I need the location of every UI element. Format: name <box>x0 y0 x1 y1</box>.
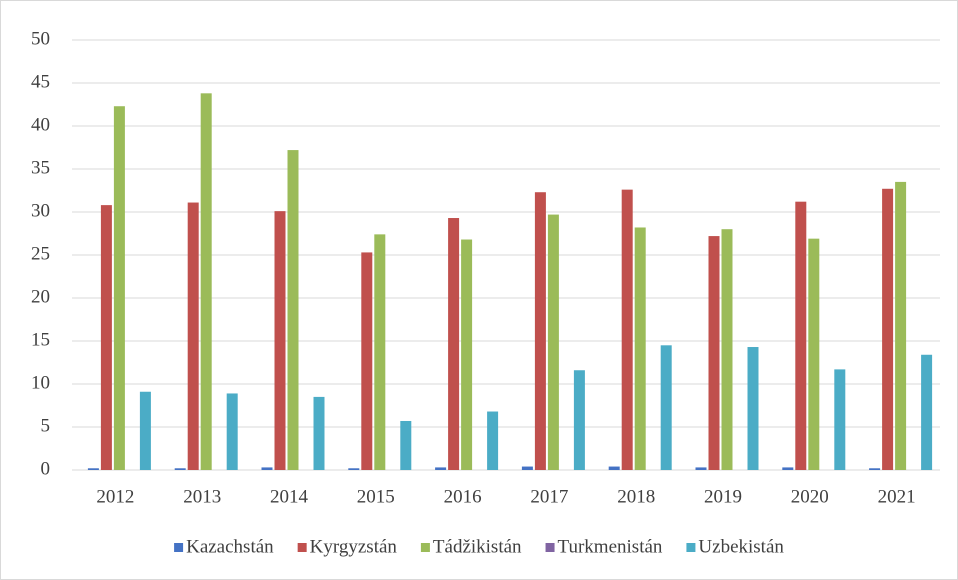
bar <box>808 238 820 470</box>
y-tick-label: 15 <box>31 329 50 350</box>
legend-label: Kyrgyzstán <box>310 536 398 557</box>
x-tick-label: 2021 <box>878 486 916 507</box>
bar <box>721 229 733 470</box>
bar <box>521 466 533 470</box>
x-tick-label: 2014 <box>270 486 309 507</box>
legend-swatch <box>545 543 555 552</box>
bar <box>113 106 125 470</box>
bar <box>274 211 286 470</box>
y-tick-label: 0 <box>41 458 51 479</box>
bar <box>869 468 881 470</box>
bar <box>287 150 299 470</box>
legend-swatch <box>686 543 696 552</box>
bar <box>882 188 894 470</box>
y-tick-label: 40 <box>31 114 50 135</box>
bar <box>747 347 759 470</box>
y-tick-label: 10 <box>31 372 50 393</box>
bar <box>261 467 273 470</box>
legend-label: Uzbekistán <box>698 536 784 557</box>
y-tick-label: 25 <box>31 243 50 264</box>
bar <box>174 468 186 470</box>
bar <box>348 468 360 470</box>
bar <box>921 354 933 470</box>
bar <box>435 467 447 470</box>
legend-label: Turkmenistán <box>558 536 663 557</box>
bar <box>634 227 646 470</box>
bar <box>448 218 460 470</box>
bar <box>226 393 238 470</box>
legend-swatch <box>174 543 184 552</box>
bar <box>139 391 151 470</box>
bar <box>573 370 585 470</box>
bar <box>782 467 794 470</box>
bar <box>100 205 112 470</box>
bar <box>313 396 325 470</box>
bar <box>621 189 633 470</box>
y-tick-label: 45 <box>31 71 50 92</box>
x-tick-label: 2020 <box>791 486 829 507</box>
x-tick-label: 2013 <box>183 486 221 507</box>
legend-label: Kazachstán <box>186 536 274 557</box>
bar <box>834 369 846 470</box>
bar <box>361 252 373 470</box>
x-tick-label: 2015 <box>357 486 395 507</box>
y-tick-label: 50 <box>31 28 50 49</box>
x-tick-label: 2017 <box>530 486 568 507</box>
bar <box>534 192 546 470</box>
bar <box>795 201 807 470</box>
y-tick-label: 20 <box>31 286 50 307</box>
y-tick-label: 35 <box>31 157 50 178</box>
bar <box>87 468 99 470</box>
bar <box>895 181 907 470</box>
bar <box>487 411 499 470</box>
x-tick-label: 2018 <box>617 486 655 507</box>
y-tick-label: 30 <box>31 200 50 221</box>
bar <box>708 236 720 470</box>
bar <box>660 345 672 470</box>
legend-label: Tádžikistán <box>433 536 522 557</box>
bar <box>608 466 620 470</box>
bar <box>400 420 412 470</box>
bar <box>695 467 707 470</box>
bar <box>547 214 559 470</box>
y-tick-label: 5 <box>41 415 51 436</box>
x-tick-label: 2016 <box>444 486 482 507</box>
x-tick-label: 2019 <box>704 486 742 507</box>
bar <box>187 202 199 471</box>
bar <box>461 239 473 470</box>
bar <box>374 234 386 470</box>
legend-swatch <box>420 543 430 552</box>
x-tick-label: 2012 <box>96 486 134 507</box>
bar <box>200 93 212 470</box>
legend-swatch <box>297 543 307 552</box>
